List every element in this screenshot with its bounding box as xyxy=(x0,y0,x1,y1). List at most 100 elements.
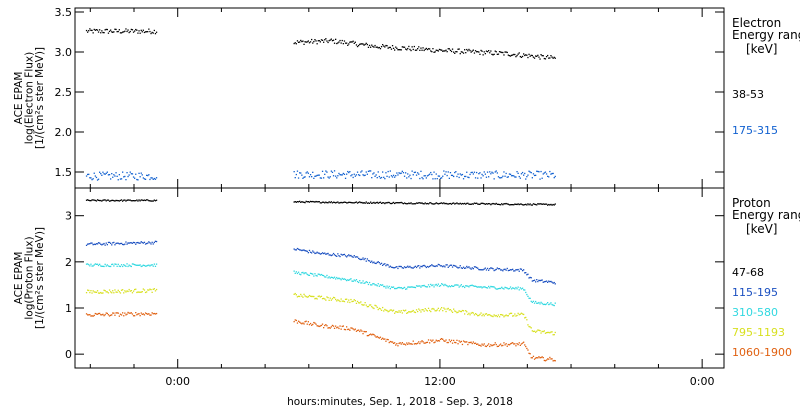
data-point xyxy=(344,255,347,257)
data-point xyxy=(303,176,305,178)
data-point xyxy=(501,314,503,316)
data-point xyxy=(528,297,530,299)
data-point xyxy=(533,330,536,332)
data-point xyxy=(377,202,379,204)
data-point xyxy=(309,322,312,325)
data-point xyxy=(305,272,307,274)
data-point xyxy=(449,309,452,311)
data-point xyxy=(97,242,100,244)
data-point xyxy=(432,265,434,267)
data-point xyxy=(526,176,528,178)
data-point xyxy=(401,202,403,204)
data-point xyxy=(454,203,456,205)
data-point xyxy=(347,328,349,331)
data-point xyxy=(538,356,540,358)
data-point xyxy=(319,325,321,327)
data-point xyxy=(321,39,324,41)
data-point xyxy=(451,174,454,177)
data-point xyxy=(486,51,489,53)
data-point xyxy=(112,263,114,265)
data-point xyxy=(87,31,89,33)
data-point xyxy=(413,343,415,345)
data-point xyxy=(402,343,405,345)
data-point xyxy=(434,284,436,286)
data-point xyxy=(146,174,148,176)
data-point xyxy=(321,323,324,325)
data-point xyxy=(517,203,519,205)
data-point xyxy=(442,266,444,268)
data-point xyxy=(515,345,517,347)
data-point xyxy=(297,177,300,179)
data-point xyxy=(414,171,417,173)
data-point xyxy=(480,345,482,347)
data-point xyxy=(104,290,106,292)
data-point xyxy=(482,175,484,177)
data-point xyxy=(417,265,419,267)
data-point xyxy=(154,313,157,315)
data-point xyxy=(118,29,120,31)
data-point xyxy=(469,285,471,287)
data-point xyxy=(513,287,515,289)
data-point xyxy=(327,252,329,255)
data-point xyxy=(337,253,339,255)
data-point xyxy=(517,343,519,346)
data-point xyxy=(417,342,419,344)
data-point xyxy=(103,265,105,268)
data-point xyxy=(368,334,371,336)
data-point xyxy=(312,295,314,298)
data-point xyxy=(380,202,383,204)
data-point xyxy=(449,202,452,205)
data-point xyxy=(337,326,339,328)
data-point xyxy=(510,342,513,344)
data-point xyxy=(419,267,421,269)
data-point xyxy=(311,38,313,41)
data-point xyxy=(302,296,304,298)
data-point xyxy=(120,242,123,245)
data-point xyxy=(320,273,323,276)
data-point xyxy=(356,300,359,303)
data-point xyxy=(389,340,391,343)
data-point xyxy=(454,265,456,267)
data-point xyxy=(524,344,526,346)
data-point xyxy=(519,344,521,346)
data-point xyxy=(372,262,374,264)
data-point xyxy=(536,330,538,332)
data-point xyxy=(465,267,467,269)
data-point xyxy=(368,304,371,306)
data-point xyxy=(353,173,355,175)
data-point xyxy=(418,265,420,267)
data-point xyxy=(484,286,486,288)
data-point xyxy=(323,201,325,203)
data-point xyxy=(391,45,394,47)
data-point xyxy=(464,267,466,269)
data-point xyxy=(541,177,543,179)
data-point xyxy=(525,272,527,274)
data-point xyxy=(106,312,108,315)
data-point xyxy=(458,286,460,288)
data-point xyxy=(459,285,461,287)
data-point xyxy=(342,201,344,204)
data-point xyxy=(130,28,132,31)
data-point xyxy=(398,286,400,289)
data-point xyxy=(438,48,441,51)
data-point xyxy=(336,177,338,179)
data-point xyxy=(425,47,427,50)
data-point xyxy=(523,53,525,55)
data-point xyxy=(529,203,531,205)
data-point xyxy=(430,50,432,52)
data-point xyxy=(307,40,309,42)
data-point xyxy=(421,285,423,287)
data-point xyxy=(456,312,458,314)
data-point xyxy=(353,329,355,331)
data-point xyxy=(547,281,549,283)
data-point xyxy=(437,263,439,266)
data-point xyxy=(365,331,367,333)
data-point xyxy=(496,288,498,290)
data-point xyxy=(144,199,147,202)
data-point xyxy=(496,315,498,318)
data-point xyxy=(454,310,456,312)
data-point xyxy=(515,203,517,205)
data-point xyxy=(478,268,480,271)
data-point xyxy=(382,202,384,204)
data-point xyxy=(318,295,320,297)
